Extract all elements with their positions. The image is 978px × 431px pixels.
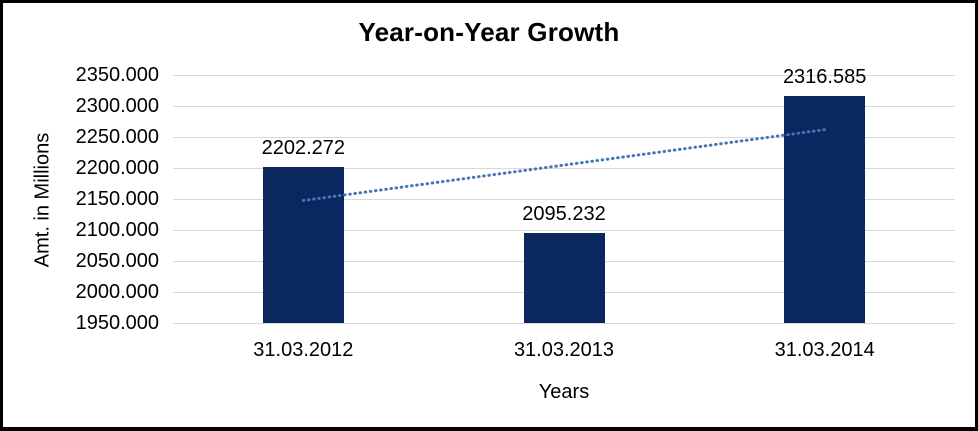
data-label: 2095.232 [522, 202, 606, 225]
y-tick-label: 2200.000 [75, 157, 159, 179]
y-axis-title: Amt. in Millions [31, 132, 54, 268]
y-tick-label: 2300.000 [75, 95, 159, 117]
gridline [173, 167, 955, 169]
y-tick-label: 2050.000 [75, 250, 159, 272]
bar-31.03.2013 [523, 232, 605, 323]
trendline-segment [301, 128, 827, 203]
gridline [173, 322, 955, 324]
trendline [301, 128, 827, 203]
y-tick-label: 2150.000 [75, 188, 159, 210]
gridline [173, 229, 955, 231]
y-tick-label: 2000.000 [75, 281, 159, 303]
data-label: 2316.585 [782, 65, 867, 88]
gridline [173, 105, 955, 107]
y-tick-label: 2100.000 [75, 219, 159, 241]
x-tick-label: 31.03.2013 [513, 339, 615, 361]
y-tick-label: 2250.000 [75, 126, 159, 148]
x-tick-label: 31.03.2014 [774, 339, 875, 361]
bar-31.03.2012 [262, 166, 344, 323]
plot-area: 2202.272 2095.232 2316.585 [173, 66, 955, 324]
gridline [173, 74, 955, 76]
y-tick-label: 1950.000 [75, 312, 159, 334]
data-label: 2202.272 [261, 136, 346, 159]
x-tick-label: 31.03.2012 [253, 339, 354, 361]
x-axis-title: Years [538, 381, 590, 403]
chart-title: Year-on-Year Growth [358, 17, 620, 47]
gridline [173, 136, 955, 138]
gridline [173, 198, 955, 200]
y-tick-label: 2350.000 [75, 64, 159, 86]
